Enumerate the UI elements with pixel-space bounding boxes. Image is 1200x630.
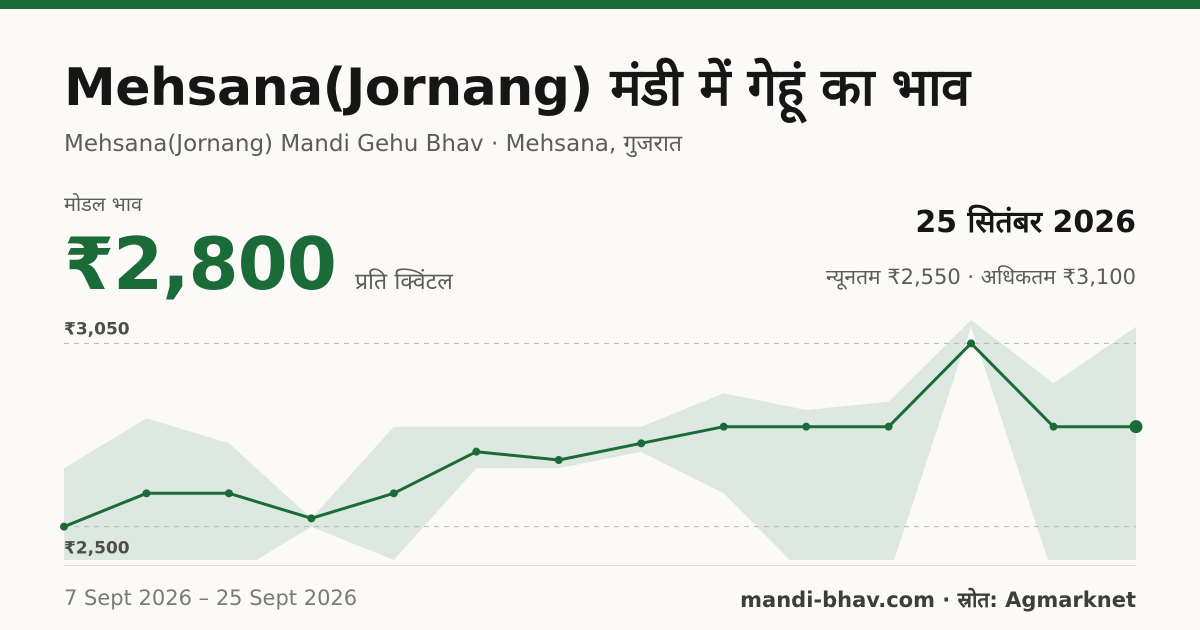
modal-price-point-7 [637, 439, 646, 448]
modal-price-point-6 [554, 456, 563, 464]
footer-divider [64, 565, 1136, 566]
price-date: 25 सितंबर 2026 [915, 205, 1136, 240]
page-title: Mehsana(Jornang) मंडी में गेहूं का भाव [64, 58, 970, 118]
modal-price-row: ₹2,800 प्रति क्विंटल [64, 222, 453, 306]
modal-price-point-5 [472, 447, 481, 456]
price-unit: प्रति क्विंटल [354, 269, 453, 295]
modal-price-point-9 [802, 422, 811, 431]
modal-price-point-2 [224, 489, 233, 498]
modal-price-point-10 [884, 422, 893, 431]
gridline-label-1: ₹2,500 [64, 539, 130, 559]
modal-price-point-4 [389, 489, 398, 498]
date-range: 7 Sept 2026 – 25 Sept 2026 [64, 586, 358, 610]
modal-price-point-13 [1129, 420, 1143, 434]
min-max-prices: न्यूनतम ₹2,550 · अधिकतम ₹3,100 [826, 265, 1136, 289]
page-subtitle: Mehsana(Jornang) Mandi Gehu Bhav · Mehsa… [64, 131, 683, 157]
modal-price-point-12 [1049, 422, 1058, 431]
modal-price-value: ₹2,800 [64, 222, 337, 306]
gridlines: ₹3,050 ₹2,500 [64, 320, 1136, 559]
modal-price-points [60, 339, 1143, 531]
gridline-label-0: ₹3,050 [64, 320, 130, 339]
modal-price-point-8 [719, 422, 728, 431]
modal-price-point-0 [60, 522, 68, 531]
source-credit: mandi-bhav.com · स्रोत: Agmarknet [740, 588, 1136, 612]
modal-price-label: मोडल भाव [64, 192, 143, 216]
price-trend-chart: ₹3,050 ₹2,500 [60, 320, 1143, 560]
modal-price-point-1 [142, 489, 151, 498]
modal-price-point-11 [967, 339, 976, 348]
modal-price-point-3 [307, 514, 316, 523]
top-accent-bar [0, 0, 1200, 9]
modal-price-line [62, 341, 1138, 529]
min-max-range-band [64, 320, 1136, 560]
